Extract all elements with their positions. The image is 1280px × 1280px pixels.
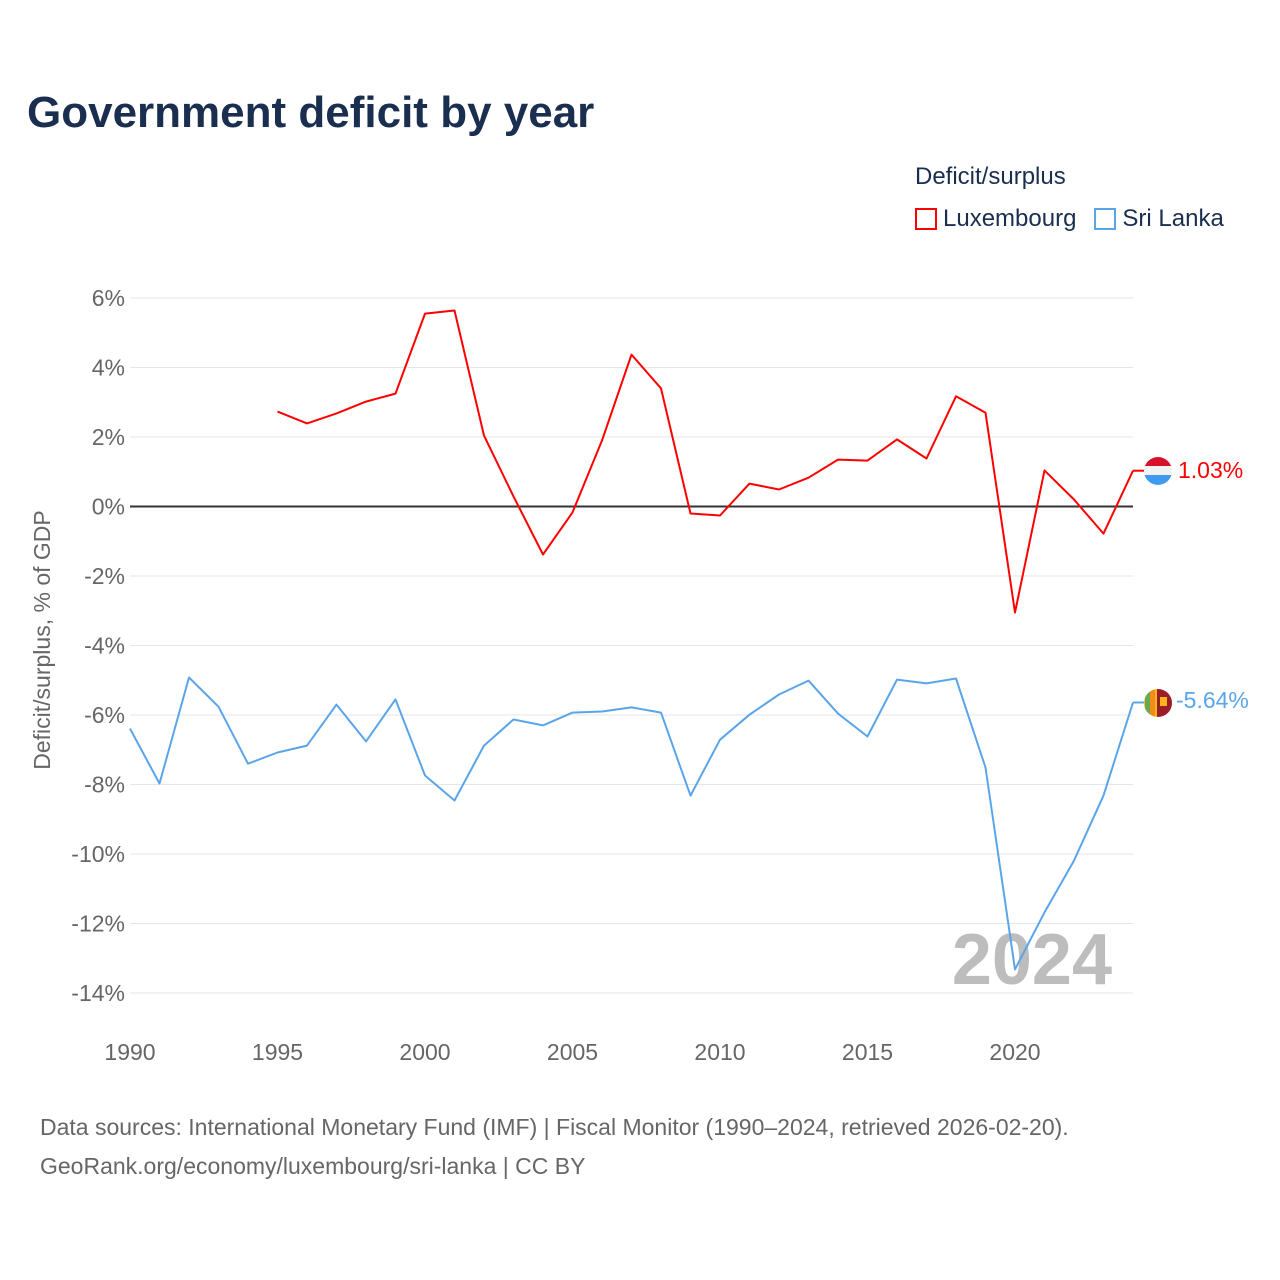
x-tick-label: 2020 (989, 1039, 1040, 1065)
series-line-sri-lanka (129, 676, 1134, 971)
series-line-luxembourg (277, 309, 1134, 614)
x-tick-label: 2000 (399, 1039, 450, 1065)
source-line: Data sources: International Monetary Fun… (40, 1114, 1069, 1140)
end-label-luxembourg: 1.03% (1178, 457, 1243, 483)
legend-item-luxembourg[interactable]: Luxembourg (915, 205, 1076, 233)
y-tick-label: -10% (71, 841, 125, 867)
y-tick-label: -2% (84, 563, 125, 589)
line-chart: 6% 4% 2% 0% -2% -4% -6% -8% -10% -12% -14% 1990 1995… (29, 285, 1249, 1065)
y-tick-label: 2% (92, 424, 125, 450)
end-label-sri-lanka: -5.64% (1176, 687, 1249, 713)
legend-swatch (1094, 208, 1117, 230)
y-tick-label: -12% (71, 911, 125, 937)
x-tick-label: 2010 (694, 1039, 745, 1065)
x-tick-label: 1990 (104, 1039, 155, 1065)
legend-swatch (915, 208, 937, 230)
x-tick-label: 2015 (842, 1039, 893, 1065)
legend-label: Sri Lanka (1122, 205, 1224, 232)
legend: Luxembourg Sri Lanka (915, 205, 1224, 233)
y-tick-label: -8% (84, 772, 125, 798)
y-tick-label: 0% (92, 494, 125, 520)
watermark-year: 2024 (952, 920, 1112, 1000)
y-tick-label: 6% (92, 285, 125, 311)
flag-sri-lanka-icon (1144, 689, 1172, 717)
x-tick-label: 1995 (252, 1039, 303, 1065)
legend-label: Luxembourg (943, 205, 1077, 232)
x-tick-label: 2005 (547, 1039, 598, 1065)
source-link[interactable]: GeoRank.org/economy/luxembourg/sri-lanka… (40, 1153, 586, 1179)
y-tick-label: -14% (71, 980, 125, 1006)
y-tick-label: 4% (92, 355, 125, 381)
chart-title: Government deficit by year (27, 88, 595, 137)
flag-luxembourg-icon (1144, 457, 1172, 485)
y-tick-label: -6% (84, 702, 125, 728)
legend-title: Deficit/surplus (915, 163, 1066, 190)
source-note: Data sources: International Monetary Fun… (40, 1108, 1069, 1186)
y-tick-label: -4% (84, 633, 125, 659)
legend-item-sri-lanka[interactable]: Sri Lanka (1094, 205, 1224, 233)
y-axis-label: Deficit/surplus, % of GDP (29, 510, 55, 769)
